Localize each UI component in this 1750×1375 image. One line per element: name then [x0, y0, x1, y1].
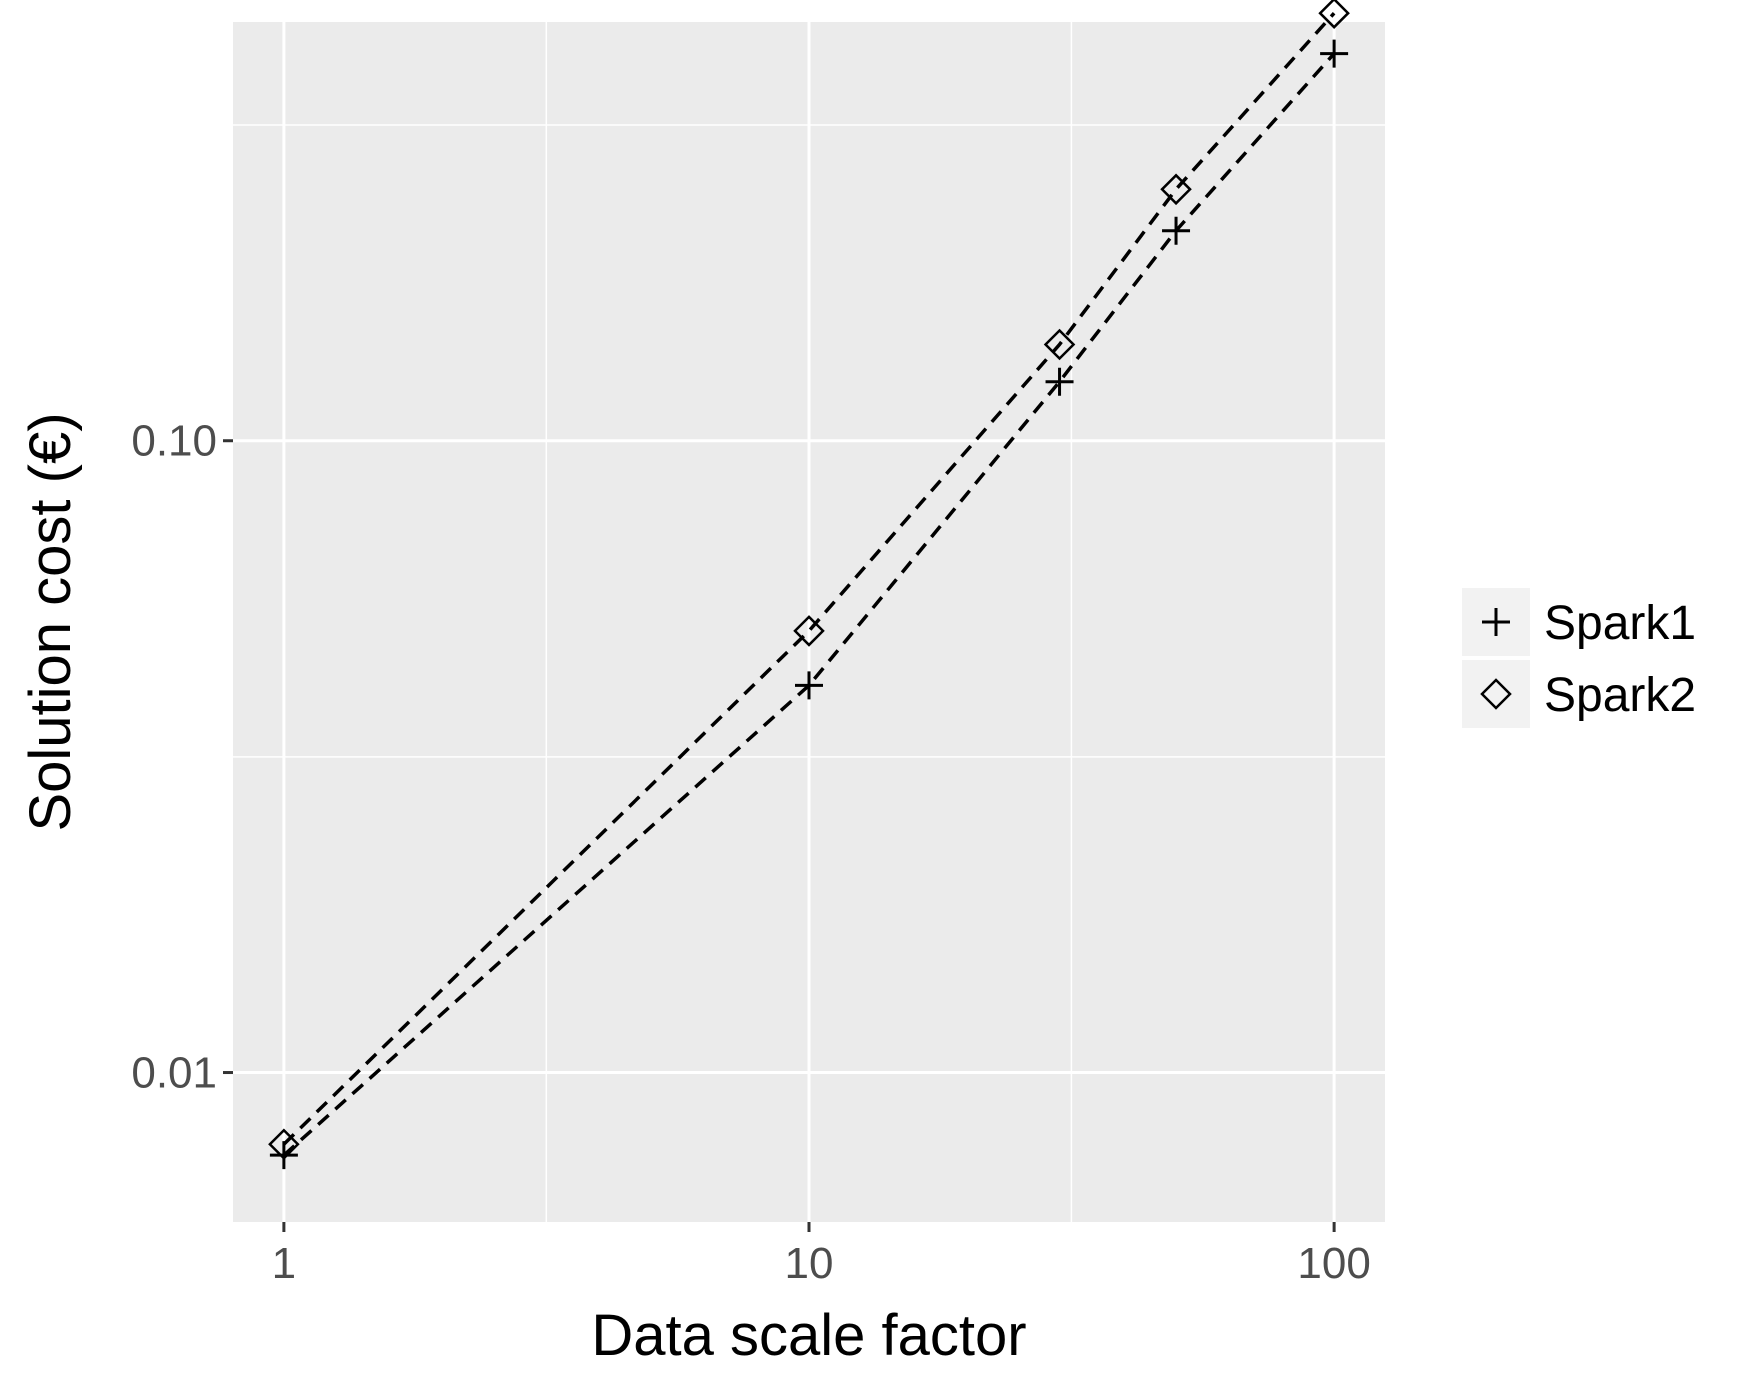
x-tick-label: 100 [1297, 1239, 1370, 1288]
point-spark2 [793, 615, 825, 647]
point-spark1 [1045, 367, 1074, 396]
series-lines [282, 12, 1336, 1157]
series-line-spark1 [282, 52, 1336, 1157]
legend: Spark1 Spark2 [1462, 588, 1696, 728]
point-spark1 [1320, 39, 1349, 68]
y-axis-title: Solution cost (€) [18, 412, 83, 831]
series-line-spark2 [282, 12, 1336, 1146]
x-axis-title: Data scale factor [591, 1303, 1026, 1368]
point-spark1 [795, 671, 823, 700]
legend-marker-spark1 [1482, 608, 1510, 636]
y-axis: 0.01 0.10 [131, 417, 233, 1098]
legend-key-spark2 [1462, 660, 1530, 728]
point-spark2 [1160, 173, 1192, 206]
series-markers [268, 0, 1350, 1170]
legend-label-spark1: Spark1 [1544, 597, 1696, 650]
major-gridlines [233, 22, 1385, 1222]
point-spark1 [1162, 216, 1191, 245]
legend-label-spark2: Spark2 [1544, 669, 1696, 722]
point-spark2 [1043, 328, 1076, 361]
point-spark2 [1318, 0, 1350, 29]
x-tick-label: 1 [272, 1239, 296, 1288]
x-axis: 1 10 100 [272, 1222, 1371, 1288]
legend-marker-spark2 [1480, 678, 1512, 710]
y-tick-label: 0.01 [131, 1049, 217, 1098]
point-spark1 [269, 1141, 298, 1170]
point-spark2 [268, 1128, 300, 1161]
x-tick-label: 10 [785, 1239, 834, 1288]
y-tick-label: 0.10 [131, 417, 217, 466]
